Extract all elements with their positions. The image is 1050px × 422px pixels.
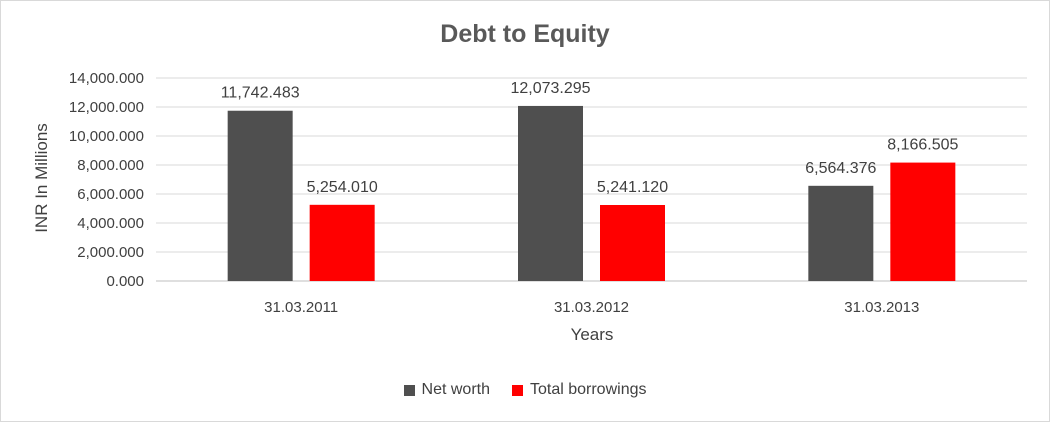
y-tick-label: 10,000.000 <box>69 128 144 145</box>
y-tick-label: 6,000.000 <box>77 186 144 203</box>
y-tick-label: 4,000.000 <box>77 215 144 232</box>
bar-total-borrowings <box>600 205 665 281</box>
legend-swatch-total-borrowings <box>511 384 523 396</box>
data-label-total-borrowings: 8,166.505 <box>887 137 958 154</box>
data-label-net-worth: 12,073.295 <box>510 80 590 97</box>
x-tick-label: 31.03.2012 <box>554 299 629 316</box>
y-tick-label: 0.000 <box>106 273 144 290</box>
legend-label-total-borrowings: Total borrowings <box>529 381 647 398</box>
x-tick-label: 31.03.2013 <box>844 299 919 316</box>
legend-item-total-borrowings: Total borrowings <box>511 381 647 399</box>
data-label-total-borrowings: 5,254.010 <box>307 179 378 196</box>
legend-label-net-worth: Net worth <box>421 381 490 398</box>
y-tick-label: 8,000.000 <box>77 157 144 174</box>
y-tick-label: 12,000.000 <box>69 99 144 116</box>
bar-total-borrowings <box>890 162 956 281</box>
data-label-net-worth: 11,742.483 <box>221 85 300 102</box>
x-axis-label: Years <box>570 325 614 344</box>
bar-net-worth <box>518 105 583 281</box>
y-tick-label: 2,000.000 <box>77 244 144 261</box>
data-label-net-worth: 6,564.376 <box>805 160 876 177</box>
y-tick-label: 14,000.000 <box>69 70 144 87</box>
x-tick-label: 31.03.2011 <box>264 299 338 316</box>
bar-total-borrowings <box>309 204 375 281</box>
bar-net-worth <box>227 110 293 281</box>
bar-net-worth <box>808 185 874 281</box>
chart-title: Debt to Equity <box>440 20 610 48</box>
data-label-total-borrowings: 5,241.120 <box>597 179 668 196</box>
legend-item-net-worth: Net worth <box>403 381 490 399</box>
legend: Net worth Total borrowings <box>0 381 1050 399</box>
legend-swatch-net-worth <box>403 384 415 396</box>
